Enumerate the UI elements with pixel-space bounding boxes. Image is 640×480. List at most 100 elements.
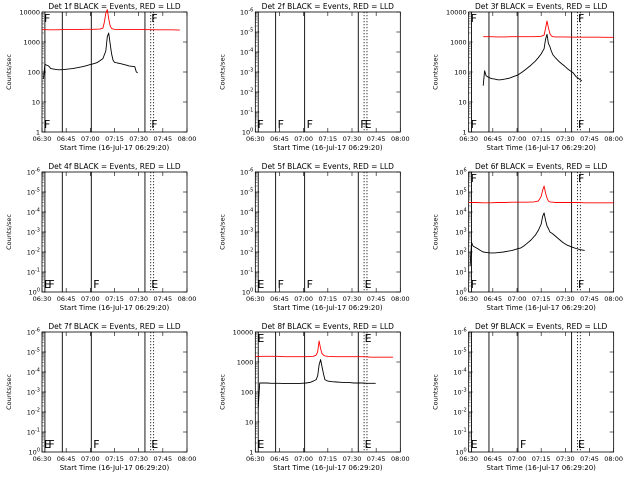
mode-letter: E — [151, 438, 158, 451]
mode-letter: F — [278, 118, 284, 131]
x-tick-label: 08:00 — [391, 135, 410, 143]
x-tick-label: 07:30 — [556, 135, 575, 143]
y-tick-label: 10000 — [233, 329, 254, 337]
detector-panel-5: Det 5f BLACK = Events, RED = LLD 100 10-1 1… — [218, 162, 409, 312]
mode-letter: E — [365, 118, 372, 131]
y-tick-label: 10-6 — [240, 168, 253, 177]
detector-panel-2: Det 2f BLACK = Events, RED = LLD 100 10-1 1… — [218, 2, 409, 152]
y-tick-label: 100 — [29, 288, 40, 297]
y-tick-label: 10-4 — [27, 368, 40, 377]
events-series-line — [469, 212, 585, 267]
x-tick-label: 07:30 — [343, 135, 362, 143]
x-axis-label: Start Time (16-Jul-17 06:29:20) — [486, 464, 596, 472]
y-tick-label: 10-6 — [453, 328, 466, 337]
y-tick-label: 10-5 — [27, 348, 40, 357]
mode-letter: E — [257, 438, 264, 451]
x-tick-label: 06:45 — [57, 455, 76, 463]
x-tick-label: 07:30 — [556, 455, 575, 463]
y-tick-label: 10-5 — [453, 348, 466, 357]
x-tick-label: 06:45 — [270, 295, 289, 303]
x-tick-label: 08:00 — [391, 295, 410, 303]
lld-series-line — [468, 185, 614, 204]
mode-letter: F — [44, 118, 50, 131]
y-axis-label: Counts/sec — [5, 54, 13, 90]
y-tick-label: 10-3 — [240, 228, 253, 237]
plot-frame — [468, 11, 615, 133]
y-tick-label: 10-1 — [240, 268, 253, 277]
y-tick-label: 10-1 — [453, 428, 466, 437]
x-tick-label: 07:15 — [105, 455, 124, 463]
x-tick-label: 07:00 — [508, 295, 527, 303]
x-tick-label: 08:00 — [604, 455, 623, 463]
x-axis-label: Start Time (16-Jul-17 06:29:20) — [486, 144, 596, 152]
y-tick-label: 10-1 — [240, 108, 253, 117]
mode-letter: F — [471, 278, 477, 291]
plot-frame — [254, 11, 401, 133]
mode-letter: F — [151, 118, 157, 131]
y-tick-label: 10-5 — [240, 188, 253, 197]
y-tick-label: 100 — [455, 288, 466, 297]
x-tick-label: 07:30 — [343, 455, 362, 463]
x-tick-label: 07:15 — [318, 295, 337, 303]
x-tick-label: 06:30 — [33, 455, 52, 463]
y-tick-label: 10-3 — [27, 228, 40, 237]
y-tick-label: 10-3 — [240, 68, 253, 77]
mode-letter-top: F — [578, 12, 584, 25]
detector-panel-3: Det 3f BLACK = Events, RED = LLD 1 10 100 10… — [432, 2, 623, 152]
y-tick-label: 10-2 — [240, 88, 253, 97]
mode-letter: F — [360, 118, 366, 131]
y-tick-label: 1 — [249, 449, 253, 457]
y-axis-label: Counts/sec — [432, 54, 440, 90]
x-tick-label: 07:00 — [294, 295, 313, 303]
y-tick-label: 10-2 — [453, 408, 466, 417]
panel-title: Det 1f BLACK = Events, RED = LLD — [48, 2, 181, 11]
mode-letter: F — [93, 278, 99, 291]
plot-frame — [41, 11, 188, 133]
y-tick-label: 10-4 — [240, 48, 253, 57]
x-tick-label: 07:45 — [367, 135, 386, 143]
y-tick-label: 10-6 — [27, 328, 40, 337]
mode-letter: E — [44, 438, 51, 451]
x-tick-label: 07:15 — [318, 455, 337, 463]
y-tick-label: 10-4 — [453, 368, 466, 377]
plot-frame — [468, 171, 615, 293]
x-tick-label: 06:30 — [459, 135, 478, 143]
x-tick-label: 07:00 — [81, 455, 100, 463]
y-tick-label: 100 — [28, 69, 40, 77]
mode-letter: E — [471, 438, 478, 451]
events-series-line — [482, 33, 583, 86]
x-tick-label: 08:00 — [391, 455, 410, 463]
x-tick-label: 06:30 — [33, 295, 52, 303]
x-tick-label: 07:00 — [81, 295, 100, 303]
x-tick-label: 06:30 — [246, 135, 265, 143]
y-tick-label: 100 — [241, 389, 253, 397]
y-tick-label: 10-1 — [27, 428, 40, 437]
x-tick-label: 06:30 — [246, 455, 265, 463]
y-tick-label: 102 — [455, 248, 466, 257]
x-tick-label: 06:30 — [459, 455, 478, 463]
mode-letter: F — [578, 118, 584, 131]
panel-title: Det 6f BLACK = Events, RED = LLD — [475, 162, 608, 171]
mode-letter: E — [151, 278, 158, 291]
lld-series-line — [255, 340, 394, 358]
y-tick-label: 10-5 — [240, 28, 253, 37]
y-tick-label: 104 — [455, 208, 466, 217]
y-tick-label: 10-2 — [240, 248, 253, 257]
panel-title: Det 9f BLACK = Events, RED = LLD — [475, 322, 608, 331]
y-tick-label: 10-6 — [240, 8, 253, 17]
panel-title: Det 5f BLACK = Events, RED = LLD — [262, 162, 395, 171]
x-tick-label: 07:15 — [105, 295, 124, 303]
y-tick-label: 1000 — [23, 39, 40, 47]
y-tick-label: 100 — [455, 448, 466, 457]
y-tick-label: 10 — [32, 99, 40, 107]
x-tick-label: 07:30 — [129, 455, 148, 463]
panel-title: Det 4f BLACK = Events, RED = LLD — [48, 162, 181, 171]
x-tick-label: 08:00 — [178, 295, 197, 303]
detector-panel-8: Det 8f BLACK = Events, RED = LLD 1 10 100 10… — [218, 322, 409, 472]
y-axis-label: Counts/sec — [432, 214, 440, 250]
mode-letter-top: F — [471, 172, 477, 185]
x-tick-label: 06:45 — [483, 135, 502, 143]
detector-panel-7: Det 7f BLACK = Events, RED = LLD 100 10-1 1… — [5, 322, 196, 472]
plot-frame — [41, 171, 188, 293]
